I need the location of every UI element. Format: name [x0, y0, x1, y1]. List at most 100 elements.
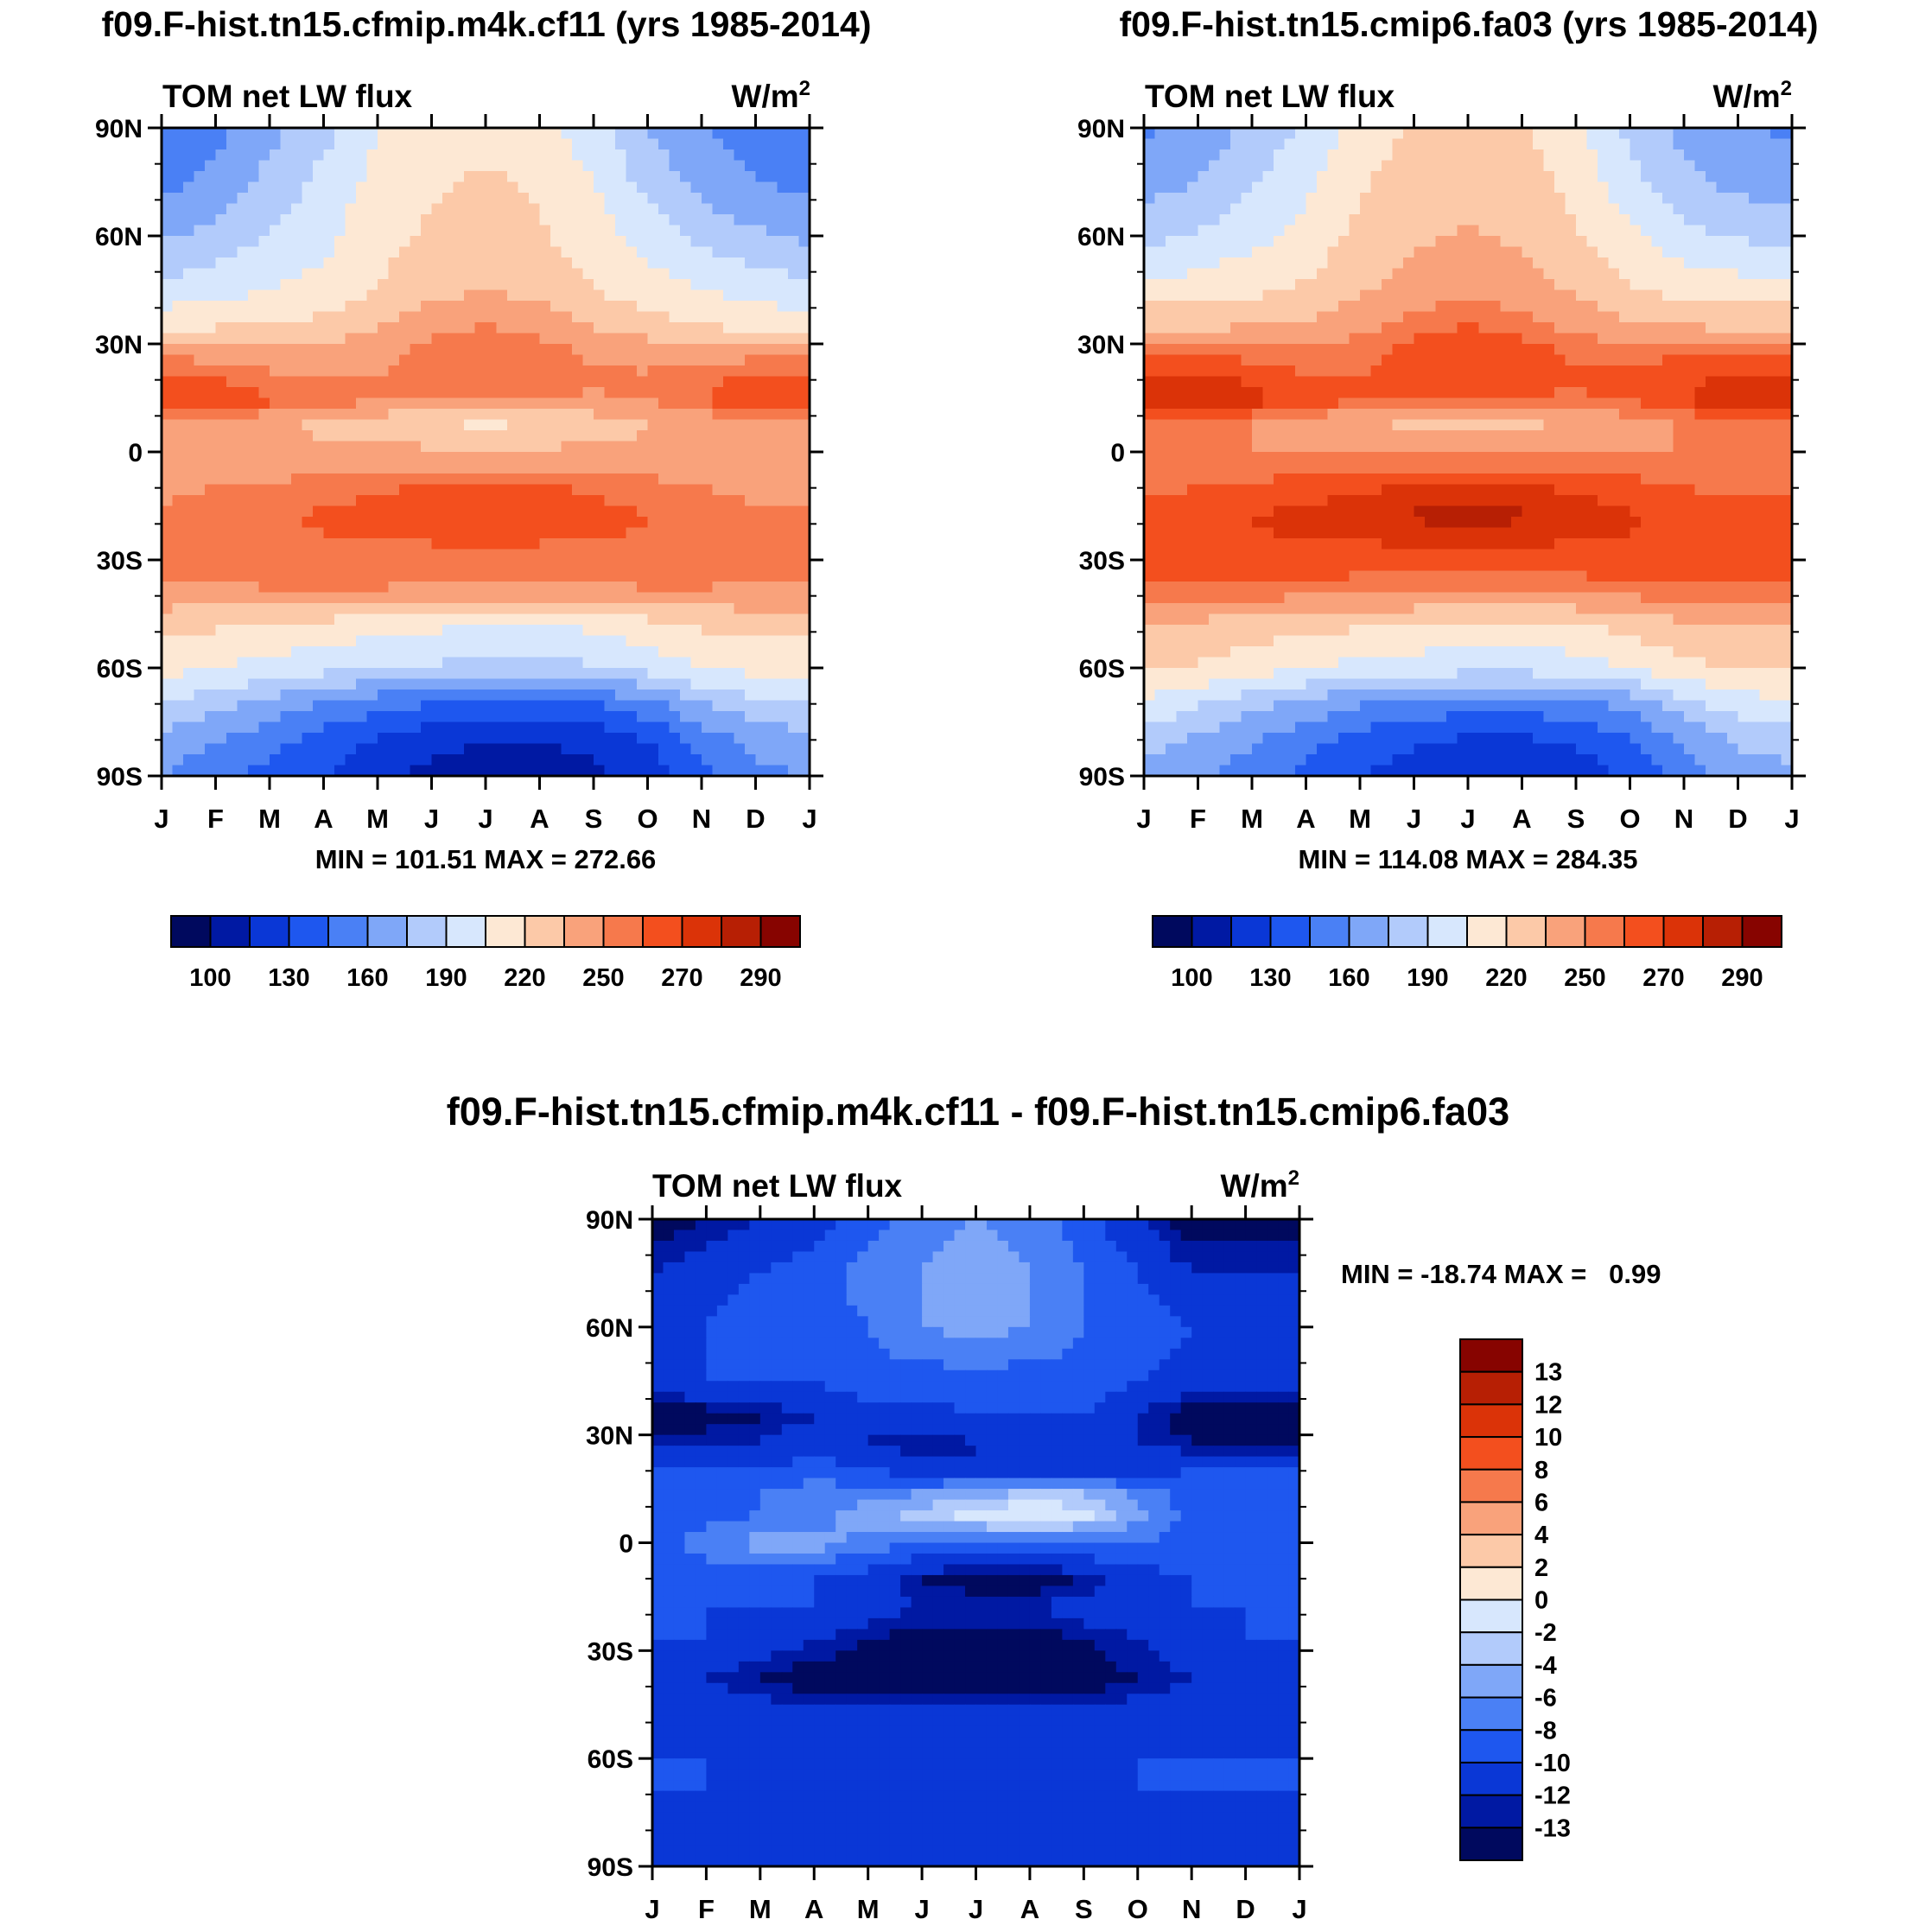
contour-cell [1349, 289, 1361, 302]
contour-cell [1694, 246, 1706, 258]
contour-cell [1598, 289, 1610, 302]
contour-cell [755, 538, 767, 550]
contour-cell [507, 690, 519, 702]
contour-cell [1576, 257, 1588, 270]
contour-cell [248, 603, 260, 615]
contour-cell [745, 613, 757, 626]
contour-cell [237, 430, 249, 442]
contour-cell [561, 743, 573, 755]
contour-cell [172, 657, 184, 669]
contour-cell [1317, 138, 1329, 150]
contour-cell [453, 690, 465, 702]
contour-cell [582, 711, 594, 723]
contour-cell [755, 495, 767, 507]
contour-cell [550, 668, 562, 680]
contour-cell [421, 582, 433, 594]
contour-cell [1392, 236, 1404, 248]
contour-cell [1219, 333, 1231, 345]
contour-cell [1176, 171, 1188, 183]
contour-cell [1306, 160, 1318, 172]
contour-cell [205, 635, 217, 647]
contour-cell [421, 311, 433, 323]
contour-cell [194, 484, 206, 496]
contour-cell [582, 657, 594, 669]
contour-cell [702, 462, 714, 474]
contour-cell [766, 711, 778, 723]
contour-cell [680, 279, 692, 291]
contour-cell [1684, 257, 1696, 270]
contour-cell [798, 387, 810, 399]
contour-cell [594, 549, 606, 561]
contour-cell [334, 635, 346, 647]
contour-cell [1511, 214, 1523, 226]
contour-cell [734, 289, 746, 302]
contour-cell [464, 462, 476, 474]
contour-cell [313, 538, 325, 550]
contour-cell [1306, 193, 1318, 205]
contour-cell [788, 721, 800, 734]
contour-cell [766, 289, 778, 302]
contour-cell [669, 657, 681, 669]
contour-cell [291, 344, 303, 356]
contour-cell [1370, 236, 1382, 248]
contour-cell [172, 582, 184, 594]
contour-cell [258, 646, 270, 658]
contour-cell [745, 441, 757, 453]
contour-cell [464, 517, 476, 529]
contour-cell [1327, 344, 1339, 356]
contour-cell [1382, 149, 1394, 162]
contour-cell [1554, 322, 1566, 334]
contour-cell [183, 646, 195, 658]
contour-cell [183, 495, 195, 507]
contour-cell [258, 376, 270, 388]
contour-cell [442, 495, 454, 507]
contour-cell [453, 181, 465, 194]
contour-cell [356, 301, 368, 313]
contour-cell [323, 570, 335, 582]
contour-cell [399, 128, 411, 140]
contour-cell [1360, 246, 1372, 258]
contour-cell [1641, 225, 1653, 237]
contour-cell [237, 690, 249, 702]
contour-cell [680, 257, 692, 270]
contour-cell [270, 765, 282, 777]
contour-cell [1187, 333, 1199, 345]
contour-cell [669, 387, 681, 399]
contour-cell [378, 376, 390, 388]
contour-cell [529, 149, 541, 162]
contour-cell [1403, 333, 1415, 345]
contour-cell [1673, 160, 1685, 172]
contour-cell [162, 549, 174, 561]
contour-cell [431, 549, 443, 561]
contour-cell [561, 733, 573, 745]
contour-cell [270, 246, 282, 258]
contour-cell [442, 505, 454, 518]
contour-cell [215, 582, 227, 594]
contour-cell [366, 538, 378, 550]
contour-cell [745, 690, 757, 702]
contour-cell [798, 538, 810, 550]
contour-cell [647, 678, 659, 690]
contour-cell [777, 625, 789, 637]
contour-cell [1522, 301, 1534, 313]
contour-cell [280, 409, 292, 421]
contour-cell [442, 765, 454, 777]
contour-cell [1586, 225, 1598, 237]
contour-cell [1468, 246, 1480, 258]
contour-cell [194, 743, 206, 755]
contour-cell [1468, 128, 1480, 140]
contour-cell [1490, 138, 1502, 150]
contour-cell [690, 452, 702, 464]
contour-cell [507, 138, 519, 150]
contour-cell [334, 419, 346, 431]
contour-cell [518, 268, 530, 280]
contour-cell [388, 517, 400, 529]
contour-cell [1662, 257, 1674, 270]
contour-cell [702, 160, 714, 172]
contour-cell [1392, 257, 1404, 270]
contour-cell [205, 711, 217, 723]
contour-cell [669, 441, 681, 453]
contour-cell [399, 225, 411, 237]
contour-cell [1576, 333, 1588, 345]
contour-cell [1651, 214, 1663, 226]
